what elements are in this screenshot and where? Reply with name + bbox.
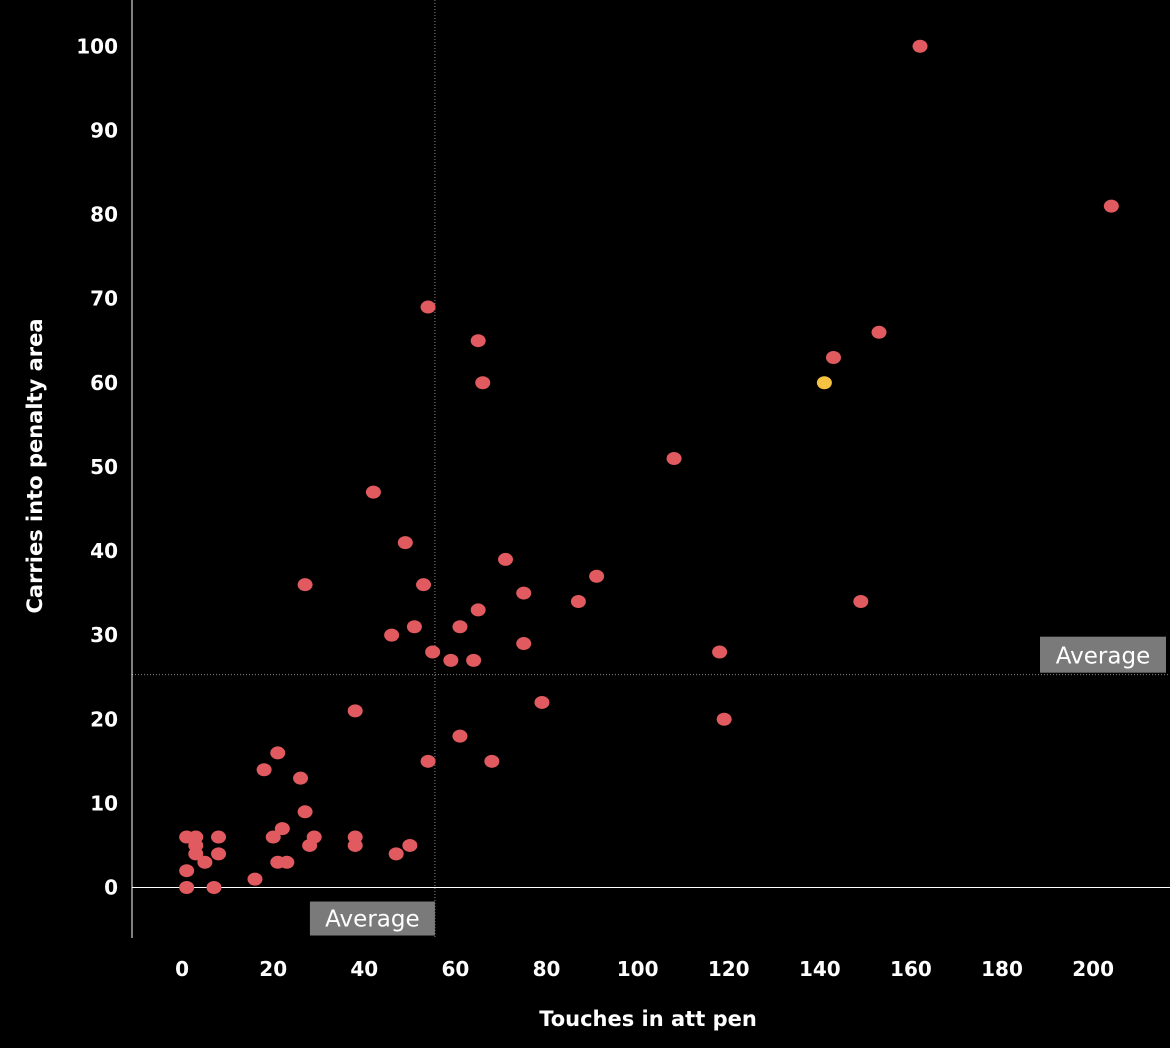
y-tick-label: 30 [90, 623, 118, 647]
data-point [1103, 199, 1119, 213]
data-point [666, 451, 682, 465]
data-point [206, 881, 222, 895]
y-tick-label: 20 [90, 707, 118, 731]
data-point [247, 872, 263, 886]
data-point [589, 569, 605, 583]
x-tick-label: 20 [259, 957, 287, 981]
data-point [420, 754, 436, 768]
tick-labels: 0 20 40 60 80 100 120 140 160 180 200 0 10 20 30 40 50 60… [76, 34, 1114, 981]
data-point [534, 695, 550, 709]
y-tick-label: 10 [90, 791, 118, 815]
x-tick-label: 100 [617, 957, 659, 981]
data-point [871, 325, 887, 339]
data-point [470, 603, 486, 617]
data-point [384, 628, 400, 642]
data-point [452, 729, 468, 743]
data-point [293, 771, 309, 785]
data-point [365, 485, 381, 499]
x-tick-label: 200 [1072, 957, 1114, 981]
x-tick-label: 40 [350, 957, 378, 981]
y-axis-title: Carries into penalty area [23, 318, 47, 613]
y-tick-label: 50 [90, 455, 118, 479]
y-tick-label: 40 [90, 539, 118, 563]
x-tick-label: 0 [175, 957, 189, 981]
data-point [498, 552, 514, 566]
data-point [188, 847, 204, 861]
data-point [211, 830, 227, 844]
data-point [297, 805, 313, 819]
data-point [179, 881, 195, 895]
x-tick-label: 80 [533, 957, 561, 981]
data-point [397, 536, 413, 550]
data-point [912, 39, 928, 53]
data-point [406, 620, 422, 634]
x-tick-label: 60 [441, 957, 469, 981]
y-tick-label: 0 [104, 876, 118, 900]
x-tick-label: 120 [708, 957, 750, 981]
x-tick-label: 140 [799, 957, 841, 981]
y-tick-label: 90 [90, 118, 118, 142]
x-tick-label: 160 [890, 957, 932, 981]
data-point [402, 838, 418, 852]
x-axis-title: Touches in att pen [539, 1007, 757, 1031]
x-average-label-bg [309, 901, 435, 936]
data-point [466, 653, 482, 667]
data-point [516, 637, 532, 651]
data-point [443, 653, 459, 667]
x-average-label: Average [325, 907, 419, 933]
y-tick-label: 60 [90, 371, 118, 395]
data-point [347, 704, 363, 718]
reference-lines [132, 0, 1170, 938]
data-point [347, 838, 363, 852]
data-point [274, 822, 290, 836]
data-point [716, 712, 732, 726]
data-point [270, 746, 286, 760]
data-point [211, 847, 227, 861]
axes [131, 0, 1170, 938]
data-point [388, 847, 404, 861]
y-tick-label: 100 [76, 34, 118, 58]
y-tick-label: 80 [90, 203, 118, 227]
data-point [420, 300, 436, 314]
x-tick-label: 180 [981, 957, 1023, 981]
data-point [712, 645, 728, 659]
data-point [297, 578, 313, 592]
data-point [452, 620, 468, 634]
data-point [484, 754, 500, 768]
data-point [302, 838, 318, 852]
data-point [516, 586, 532, 600]
data-point [416, 578, 432, 592]
data-point [475, 376, 491, 390]
data-point [570, 594, 586, 608]
data-point [265, 830, 281, 844]
data-point [853, 594, 869, 608]
data-point [470, 334, 486, 348]
y-average-label: Average [1056, 644, 1150, 670]
data-points [179, 39, 1119, 895]
data-point [279, 855, 295, 869]
data-point [256, 763, 272, 777]
data-point [425, 645, 441, 659]
highlighted-point [816, 376, 832, 390]
data-point [197, 855, 213, 869]
data-point [179, 864, 195, 878]
reference-labels: Average Average [309, 636, 1166, 936]
y-tick-label: 70 [90, 287, 118, 311]
data-point [825, 351, 841, 365]
y-average-label-bg [1040, 636, 1166, 673]
